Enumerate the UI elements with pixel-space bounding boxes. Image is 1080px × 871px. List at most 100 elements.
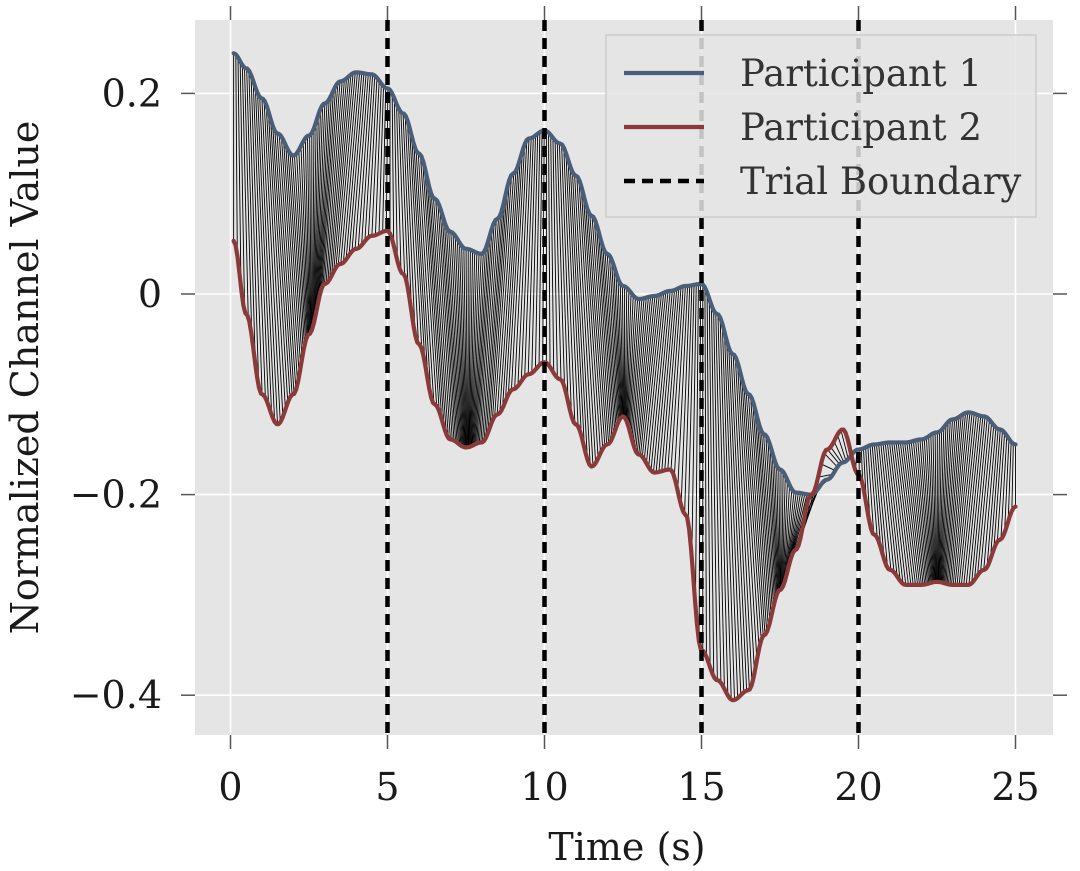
alignment-line [743,386,762,641]
alignment-line [904,442,922,585]
alignment-line [435,199,453,440]
alignment-line [613,265,622,418]
alignment-line [274,130,293,395]
alignment-line [473,252,484,446]
alignment-line [658,290,675,473]
alignment-line [608,255,620,421]
alignment-line [758,424,773,612]
alignment-line [294,155,307,342]
alignment-line [648,291,667,468]
alignment-line [469,250,473,447]
alignment-line [411,136,426,364]
alignment-line [406,120,419,345]
alignment-line [906,442,924,585]
alignment-line [767,438,777,596]
alignment-line [732,354,750,690]
alignment-line [954,412,973,585]
alignment-line [591,215,610,444]
alignment-line [567,159,582,436]
alignment-line [374,83,382,236]
alignment-line [653,290,671,473]
alignment-line [296,153,307,338]
alignment-line [980,425,995,572]
alignment-line [345,72,363,260]
alignment-line [474,248,487,445]
alignment-line [734,356,753,685]
alignment-line [724,331,739,699]
alignment-line [437,201,455,441]
alignment-line [691,284,697,558]
alignment-line [919,439,932,583]
alignment-line [342,72,361,263]
alignment-line [752,400,769,629]
alignment-line [327,79,345,283]
legend-participant-1-label: Participant 1 [740,52,982,95]
alignment-line [611,259,621,419]
alignment-line [502,165,519,409]
alignment-line [908,442,926,585]
alignment-line [628,298,639,429]
alignment-line [441,214,458,443]
alignment-line [595,223,613,439]
alignment-line [319,90,334,294]
alignment-line [321,85,337,289]
alignment-line [463,248,468,448]
x-tick-label: 15 [677,765,725,809]
alignment-line [600,239,616,432]
alignment-line [960,415,980,585]
alignment-line [930,434,936,582]
alignment-line [650,291,669,471]
alignment-line [943,419,956,584]
alignment-line [1011,443,1014,511]
alignment-line [632,297,647,444]
alignment-line [428,186,447,435]
alignment-line [517,138,530,387]
alignment-line [285,145,302,367]
alignment-line [952,412,971,585]
alignment-line [569,166,585,449]
alignment-line [538,130,543,366]
alignment-line [781,475,786,588]
alignment-line [886,442,904,584]
alignment-line [571,171,588,460]
alignment-line [239,61,246,312]
alignment-line [367,77,378,238]
alignment-line [483,213,502,441]
alignment-line [302,141,310,335]
alignment-line [827,449,840,465]
alignment-line [910,441,927,585]
legend-participant-2-label: Participant 2 [740,106,982,149]
alignment-line [244,67,253,337]
alignment-line [619,283,624,417]
alignment-line [531,133,539,374]
alignment-line [880,443,895,573]
alignment-line [283,140,300,376]
alignment-line [958,414,977,585]
alignment-line [378,86,384,234]
alignment-line [626,295,634,424]
alignment-line [956,413,975,585]
alignment-line [450,231,463,447]
alignment-line [393,98,398,261]
alignment-line [548,132,551,367]
alignment-line [940,421,949,583]
alignment-line [478,222,495,443]
alignment-line [667,286,682,470]
alignment-line [456,238,466,448]
alignment-line [331,76,350,276]
y-tick-label: 0.2 [102,71,162,115]
alignment-line [250,74,263,395]
alignment-line [606,253,619,423]
alignment-line [361,74,374,246]
alignment-line [937,431,940,582]
alignment-line [643,293,662,460]
alignment-line [534,132,541,370]
alignment-line [480,219,497,443]
alignment-line [876,444,889,569]
alignment-line [333,74,352,272]
alignment-line [322,82,339,286]
alignment-line [413,144,429,382]
alignment-line [655,290,673,473]
alignment-line [884,442,901,581]
alignment-line [481,218,500,443]
